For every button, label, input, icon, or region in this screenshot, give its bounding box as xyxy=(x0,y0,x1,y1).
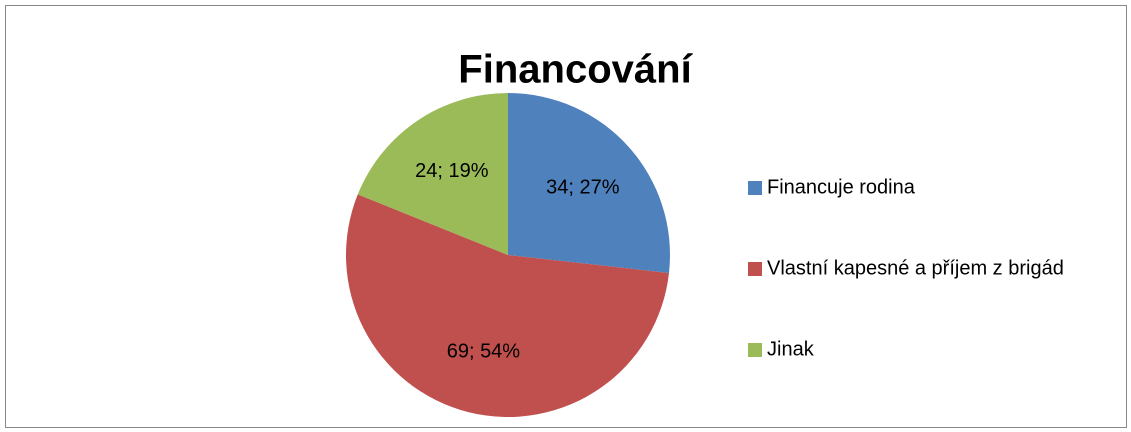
legend-label: Jinak xyxy=(767,338,815,360)
data-label: 34; 27% xyxy=(546,176,620,198)
legend-swatch xyxy=(748,181,762,195)
pie-slice xyxy=(357,93,508,255)
legend-label: Financuje rodina xyxy=(767,176,916,198)
pie-slice xyxy=(508,93,670,273)
data-label: 24; 19% xyxy=(415,160,489,182)
chart-title: Financování xyxy=(458,48,693,92)
legend-swatch xyxy=(748,262,762,276)
legend-swatch xyxy=(748,343,762,357)
legend-label: Vlastní kapesné a příjem z brigád xyxy=(767,257,1064,279)
data-label: 69; 54% xyxy=(447,341,521,363)
pie-slice xyxy=(345,194,669,418)
